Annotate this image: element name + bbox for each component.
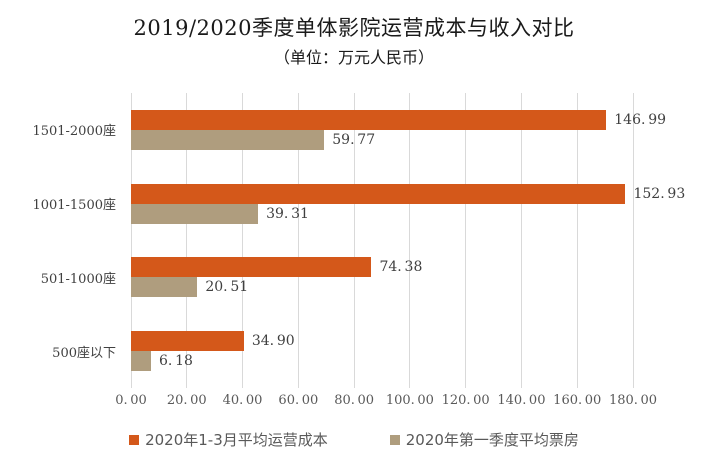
- legend-label: 2020年第一季度平均票房: [405, 431, 579, 449]
- x-tick-label: 100. 00: [385, 393, 434, 408]
- x-tick-label: 180. 00: [608, 393, 658, 408]
- category-axis: 1501-2000座 1001-1500座 501-1000座 500座以下: [0, 93, 125, 388]
- cost-bar: [131, 331, 244, 352]
- legend-item: 2020年1-3月平均运营成本: [129, 429, 328, 450]
- bar-value-label: 59. 77: [332, 131, 376, 148]
- bar-row: 59. 77: [131, 129, 708, 150]
- gridline: [297, 93, 299, 388]
- category-label: 1501-2000座: [32, 124, 116, 140]
- chart-title: 2019/2020季度单体影院运营成本与收入对比: [133, 16, 575, 40]
- boxoffice-bar: [131, 129, 325, 150]
- category-label: 500座以下: [52, 345, 116, 361]
- bar-value-label: 146. 99: [614, 111, 667, 128]
- bar-value-label: 152. 93: [633, 185, 686, 202]
- value-axis: 0. 00 20. 00 40. 00 60. 00 80. 00 100. 00 120.…: [115, 393, 657, 411]
- gridline: [353, 93, 355, 388]
- bar-row: 146. 99: [131, 109, 708, 130]
- x-tick-label: 0. 00: [115, 393, 147, 408]
- plot-area: 146. 99 59. 77 152. 93 39. 31 74. 38 20. 51 34…: [130, 93, 685, 388]
- gridline: [576, 93, 578, 388]
- bar-value-label: 74. 38: [379, 259, 423, 276]
- gridline: [465, 93, 467, 388]
- gridline: [186, 93, 188, 388]
- cost-bar: [131, 109, 607, 130]
- category-label: 1001-1500座: [32, 198, 116, 214]
- legend-label: 2020年1-3月平均运营成本: [145, 431, 328, 449]
- bar-value-label: 39. 31: [266, 205, 309, 222]
- legend-swatch: [389, 434, 400, 445]
- category-label: 501-1000座: [40, 271, 116, 287]
- chart-subtitle: （单位：万元人民币）: [273, 48, 434, 67]
- bar-row: 39. 31: [131, 203, 708, 224]
- bar-value-label: 20. 51: [205, 279, 249, 296]
- boxoffice-bar: [131, 203, 259, 224]
- gridline: [409, 93, 411, 388]
- x-tick-label: 160. 00: [553, 393, 602, 408]
- gridline: [130, 93, 132, 388]
- x-tick-label: 60. 00: [278, 393, 319, 408]
- bar-row: 152. 93: [131, 183, 708, 204]
- bar-row: 34. 90: [131, 331, 708, 352]
- x-tick-label: 80. 00: [334, 393, 375, 408]
- gridline: [632, 93, 634, 388]
- bar-row: 6. 18: [131, 351, 708, 372]
- bar-value-label: 6. 18: [158, 353, 193, 370]
- legend-swatch: [129, 434, 140, 445]
- x-tick-label: 140. 00: [497, 393, 546, 408]
- cost-bar: [131, 183, 626, 204]
- gridline: [520, 93, 522, 388]
- cost-bar: [131, 257, 372, 278]
- bar-value-label: 34. 90: [251, 333, 295, 350]
- boxoffice-bar: [131, 277, 198, 298]
- legend-item: 2020年第一季度平均票房: [389, 429, 579, 450]
- bar-row: 74. 38: [131, 257, 708, 278]
- x-tick-label: 40. 00: [222, 393, 263, 408]
- x-tick-label: 120. 00: [441, 393, 490, 408]
- x-tick-label: 20. 00: [166, 393, 207, 408]
- boxoffice-bar: [131, 351, 151, 372]
- legend: 2020年1-3月平均运营成本 2020年第一季度平均票房: [0, 429, 708, 450]
- gridline: [242, 93, 244, 388]
- bar-row: 20. 51: [131, 277, 708, 298]
